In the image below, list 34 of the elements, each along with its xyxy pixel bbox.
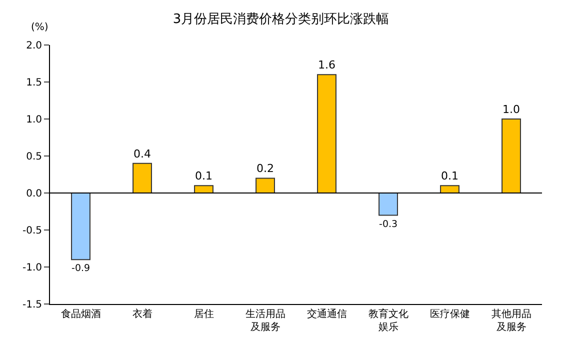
data-label: 0.4	[134, 147, 152, 160]
chart-title: 3月份居民消费价格分类别环比涨跌幅	[172, 12, 390, 28]
data-label: 1.0	[502, 103, 520, 116]
y-tick-label: -1.5	[22, 300, 42, 310]
bar	[132, 162, 152, 194]
y-tick-label: 0.5	[26, 152, 42, 162]
x-tick-label: 交通通信	[306, 308, 347, 320]
data-label: 1.6	[318, 58, 336, 72]
y-tick-label: 0.0	[26, 188, 42, 200]
data-label: -0.9	[72, 263, 90, 274]
bar	[256, 178, 275, 194]
y-tick-label: 1.5	[26, 78, 42, 88]
y-tick-label: 2.0	[26, 40, 42, 52]
x-tick-label: 其他用品及服务	[491, 308, 532, 333]
bar	[440, 185, 460, 194]
y-tick-label: -1.0	[22, 262, 42, 274]
bar	[194, 185, 214, 194]
x-tick-label: 生活用品及服务	[245, 308, 286, 333]
y-axis-title: (%)	[31, 22, 48, 33]
bar	[317, 74, 336, 194]
bar	[378, 192, 398, 216]
x-tick-label: 食品烟酒	[60, 308, 101, 320]
x-tick-label: 居住	[194, 309, 214, 320]
x-tick-label: 教育文化娱乐	[368, 308, 408, 333]
bar	[71, 192, 90, 260]
data-label: -0.3	[379, 218, 398, 230]
y-tick-label: -0.5	[22, 226, 42, 236]
bar	[502, 118, 521, 194]
data-label: 0.2	[256, 162, 274, 176]
data-label: 0.1	[441, 170, 459, 183]
y-tick-label: 1.0	[26, 114, 42, 126]
x-tick-label: 医疗保健	[430, 308, 470, 320]
x-tick-label: 衣着	[132, 308, 152, 320]
data-label: 0.1	[195, 170, 213, 183]
